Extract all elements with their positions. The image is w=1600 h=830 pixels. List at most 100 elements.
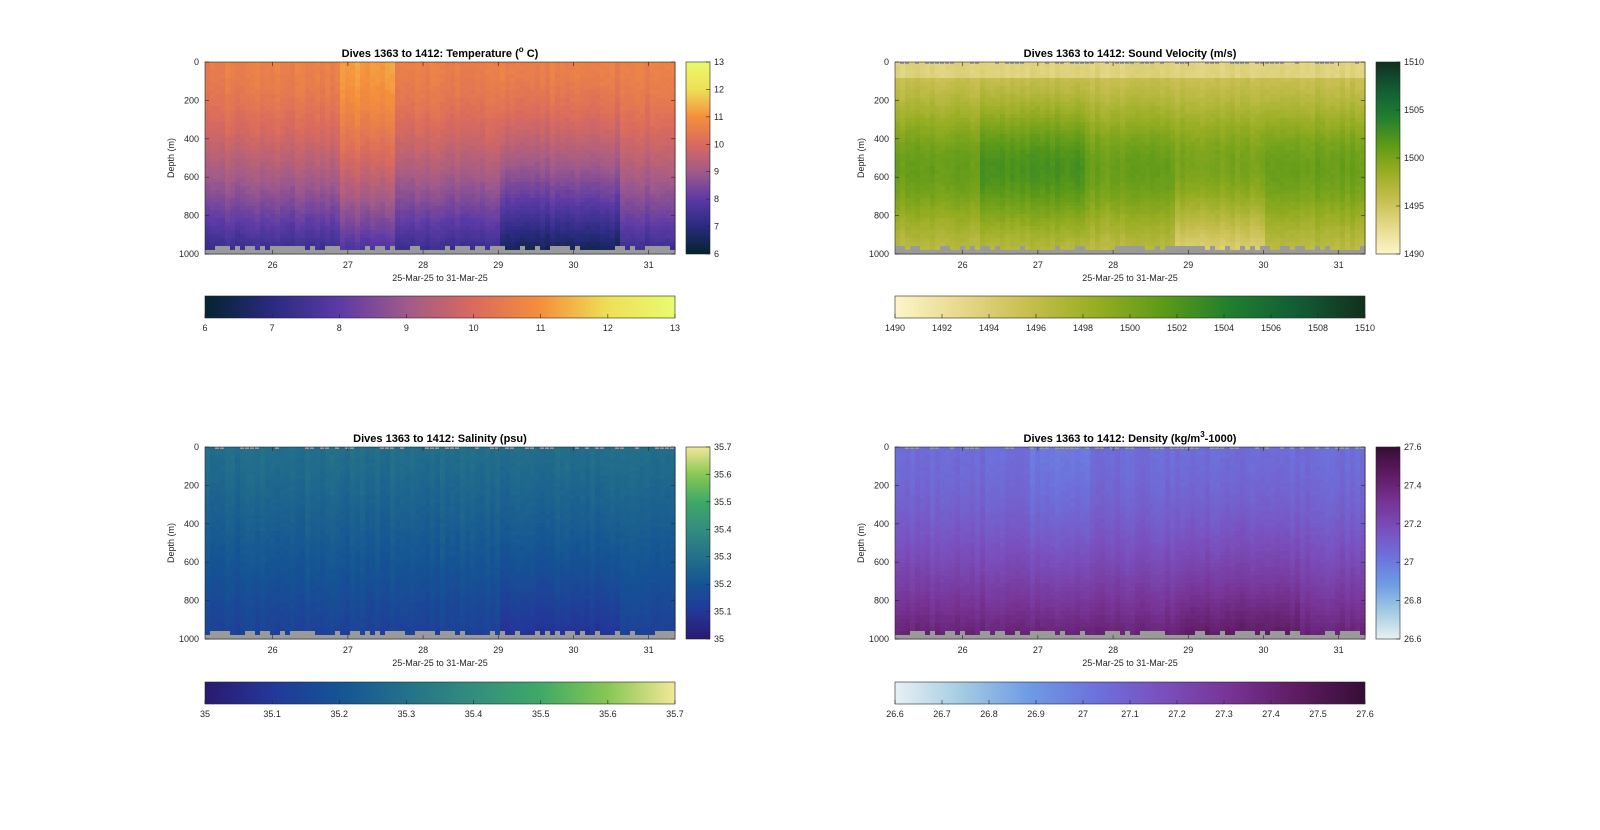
heatmap-cell [405, 102, 411, 107]
heatmap-cell [585, 158, 591, 163]
heatmap-cell [435, 138, 441, 143]
heatmap-cell [415, 250, 421, 255]
heatmap-cell [595, 146, 601, 151]
heatmap-cell [230, 162, 236, 167]
heatmap-cell [570, 86, 576, 91]
heatmap-cell [430, 118, 436, 123]
heatmap-cell [465, 182, 471, 187]
heatmap-cell [315, 106, 321, 111]
heatmap-cell [905, 198, 911, 203]
heatmap-cell [365, 134, 371, 139]
heatmap-cell [225, 230, 231, 235]
heatmap-cell [205, 170, 211, 175]
heatmap-cell [395, 166, 401, 171]
heatmap-cell [360, 190, 366, 195]
heatmap-cell [265, 194, 271, 199]
heatmap-cell [905, 86, 911, 91]
heatmap-cell [445, 210, 451, 215]
heatmap-cell [285, 234, 291, 239]
heatmap-cell [595, 194, 601, 199]
heatmap-cell [910, 234, 916, 239]
heatmap-cell [215, 178, 221, 183]
heatmap-cell [260, 170, 266, 175]
heatmap-cell [340, 94, 346, 99]
heatmap-cell [925, 166, 931, 171]
heatmap-cell [345, 206, 351, 211]
heatmap-cell [665, 154, 671, 159]
heatmap-cell [215, 142, 221, 147]
heatmap-cell [485, 126, 491, 131]
heatmap-cell [225, 202, 231, 207]
heatmap-cell [575, 102, 581, 107]
heatmap-cell [340, 198, 346, 203]
heatmap-cell [230, 94, 236, 99]
heatmap-cell [285, 90, 291, 95]
heatmap-cell [355, 226, 361, 231]
heatmap-cell [640, 242, 646, 247]
heatmap-cell [215, 246, 221, 251]
heatmap-cell [300, 114, 306, 119]
heatmap-cell [665, 114, 671, 119]
heatmap-cell [275, 154, 281, 159]
heatmap-cell [450, 222, 456, 227]
heatmap-cell [420, 142, 426, 147]
heatmap-cell [300, 90, 306, 95]
heatmap-cell [245, 134, 251, 139]
heatmap-cell [660, 222, 666, 227]
heatmap-cell [205, 114, 211, 119]
heatmap-cell [460, 82, 466, 87]
heatmap-cell [220, 166, 226, 171]
heatmap-cell [915, 146, 921, 151]
heatmap-cell [270, 170, 276, 175]
heatmap-cell [230, 174, 236, 179]
heatmap-cell [285, 130, 291, 135]
heatmap-cell [405, 154, 411, 159]
heatmap-cell [435, 230, 441, 235]
heatmap-cell [385, 242, 391, 247]
heatmap-cell [210, 66, 216, 71]
heatmap-cell [420, 234, 426, 239]
heatmap-cell [475, 250, 481, 255]
heatmap-cell [405, 242, 411, 247]
x-tick-label: 26 [268, 260, 278, 270]
heatmap-cell [495, 150, 501, 155]
heatmap-cell [410, 222, 416, 227]
heatmap-cell [360, 146, 366, 151]
heatmap-cell [555, 182, 561, 187]
heatmap-cell [320, 82, 326, 87]
heatmap-cell [600, 122, 606, 127]
heatmap-cell [655, 126, 661, 131]
heatmap-cell [220, 98, 226, 103]
heatmap-cell [570, 202, 576, 207]
heatmap-cell [505, 238, 511, 243]
heatmap-cell [370, 214, 376, 219]
heatmap-cell [390, 150, 396, 155]
heatmap-cell [560, 82, 566, 87]
heatmap-cell [440, 78, 446, 83]
heatmap-cell [310, 162, 316, 167]
heatmap-cell [450, 106, 456, 111]
heatmap-cell [480, 110, 486, 115]
heatmap-cell [215, 70, 221, 75]
heatmap-cell [635, 214, 641, 219]
heatmap-cell [610, 238, 616, 243]
heatmap-cell [645, 190, 651, 195]
heatmap-cell [665, 202, 671, 207]
heatmap-cell [905, 202, 911, 207]
heatmap-cell [270, 102, 276, 107]
heatmap-cell [265, 142, 271, 147]
heatmap-cell [285, 246, 291, 251]
heatmap-cell [350, 98, 356, 103]
heatmap-cell [485, 206, 491, 211]
heatmap-cell [510, 142, 516, 147]
heatmap-cell [230, 238, 236, 243]
heatmap-cell [290, 198, 296, 203]
heatmap-cell [310, 94, 316, 99]
heatmap-cell [560, 122, 566, 127]
heatmap-cell [335, 118, 341, 123]
heatmap-cell [225, 66, 231, 71]
heatmap-cell [570, 126, 576, 131]
heatmap-cell [455, 122, 461, 127]
heatmap-cell [390, 226, 396, 231]
heatmap-cell [325, 206, 331, 211]
